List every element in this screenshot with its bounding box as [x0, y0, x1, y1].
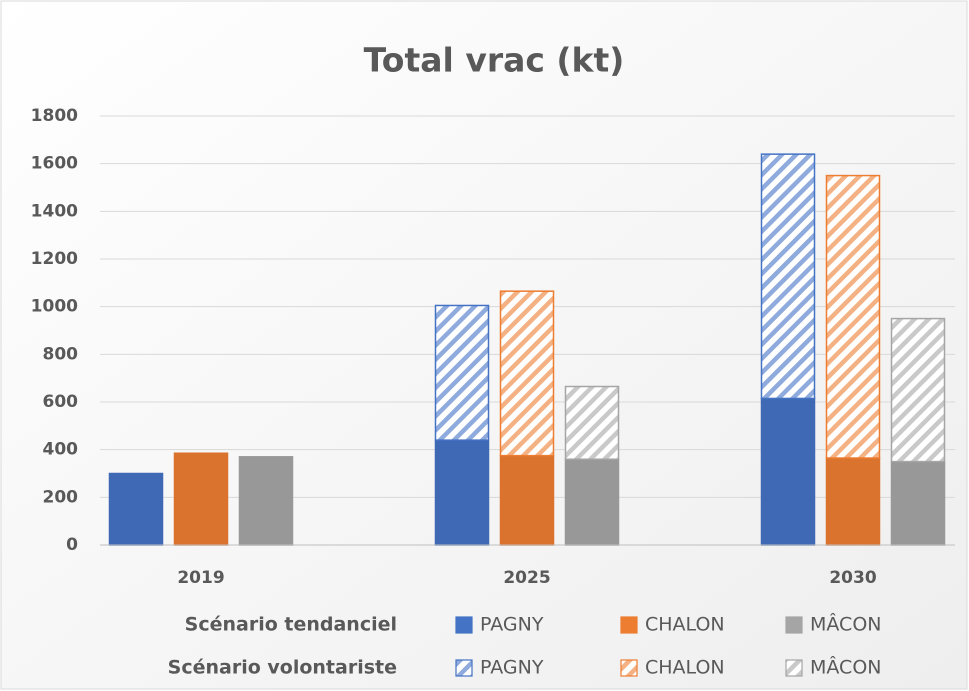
y-tick-label: 1000	[31, 297, 78, 317]
bar	[499, 454, 555, 546]
legend-label: MÂCON	[810, 613, 882, 636]
chart-title: Total vrac (kt)	[364, 41, 625, 80]
bar	[760, 153, 816, 400]
legend-swatch	[620, 616, 638, 634]
x-tick-label: 2025	[503, 568, 550, 588]
bar	[564, 458, 620, 546]
y-tick-label: 1200	[31, 249, 78, 269]
legend-label: MÂCON	[810, 656, 882, 679]
x-tick-label: 2030	[829, 568, 876, 588]
bar	[499, 290, 555, 457]
y-tick-label: 0	[66, 535, 78, 555]
legend-label: PAGNY	[480, 657, 544, 679]
legend-row-label: Scénario tendanciel	[185, 614, 397, 636]
y-tick-label: 1400	[31, 201, 78, 221]
y-tick-label: 200	[43, 487, 79, 507]
bar	[238, 456, 294, 546]
bar	[108, 472, 164, 546]
bar	[890, 317, 946, 463]
y-tick-label: 1600	[31, 154, 78, 174]
x-tick-label: 2019	[177, 568, 224, 588]
legend-swatch	[785, 659, 803, 677]
legend-label: CHALON	[645, 614, 725, 636]
bar	[434, 439, 490, 546]
legend-label: CHALON	[645, 657, 725, 679]
legend-swatch	[455, 616, 473, 634]
bar	[760, 397, 816, 546]
bar	[564, 385, 620, 460]
legend-swatch	[620, 659, 638, 677]
legend-swatch	[455, 659, 473, 677]
legend-label: PAGNY	[480, 614, 544, 636]
y-tick-label: 800	[43, 344, 79, 364]
bar	[825, 457, 881, 546]
bar	[173, 452, 229, 546]
y-tick-label: 400	[43, 440, 79, 460]
bar	[890, 460, 946, 546]
bar	[825, 174, 881, 459]
legend-row-label: Scénario volontariste	[168, 657, 397, 679]
legend-swatch	[785, 616, 803, 634]
y-tick-label: 1800	[31, 106, 78, 126]
bar	[434, 304, 490, 441]
y-tick-label: 600	[43, 392, 79, 412]
